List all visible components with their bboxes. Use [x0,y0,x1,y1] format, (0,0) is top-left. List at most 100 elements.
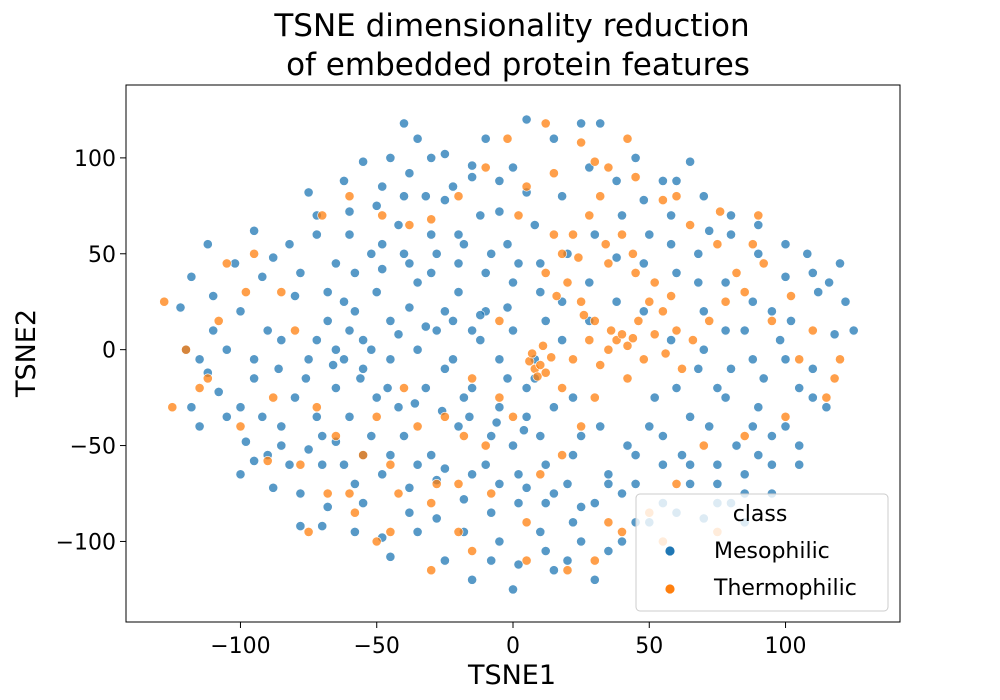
point-mesophilic [589,229,600,240]
point-thermophilic [677,363,687,374]
point-mesophilic [638,258,649,269]
point-thermophilic [688,335,698,345]
point-mesophilic [311,411,322,422]
point-mesophilic [611,296,622,307]
point-mesophilic [658,459,668,470]
point-mesophilic [617,536,627,547]
point-thermophilic [426,565,437,576]
point-thermophilic [521,517,532,528]
point-mesophilic [802,248,813,259]
data-points [159,114,859,595]
point-thermophilic [535,360,546,370]
point-mesophilic [666,210,676,221]
point-thermophilic [617,229,627,240]
point-mesophilic [704,225,715,236]
y-tick-label: 100 [74,147,116,172]
point-thermophilic [480,440,491,451]
point-mesophilic [513,258,524,269]
point-mesophilic [480,459,491,470]
point-mesophilic [404,507,415,518]
point-thermophilic [494,315,505,326]
x-axis-label: TSNE1 [467,660,556,691]
point-thermophilic [393,488,404,499]
point-mesophilic [426,267,437,278]
point-thermophilic [568,229,578,240]
point-thermophilic [649,329,660,340]
point-mesophilic [349,306,360,317]
point-mesophilic [439,306,450,317]
point-mesophilic [775,335,785,345]
point-mesophilic [840,296,851,307]
point-mesophilic [426,152,437,163]
point-mesophilic [508,162,518,173]
point-mesophilic [589,498,600,508]
point-mesophilic [467,383,477,393]
point-thermophilic [453,527,464,537]
point-mesophilic [276,440,287,451]
point-mesophilic [235,306,246,317]
point-mesophilic [535,527,546,537]
point-thermophilic [532,371,543,382]
point-thermophilic [630,172,641,182]
point-mesophilic [276,421,287,432]
point-thermophilic [249,248,259,259]
point-mesophilic [175,302,186,313]
point-thermophilic [821,392,832,403]
point-thermophilic [622,340,633,351]
point-mesophilic [202,239,213,250]
point-mesophilic [358,156,368,167]
point-mesophilic [303,187,314,198]
point-thermophilic [426,214,437,225]
point-thermophilic [494,392,505,403]
point-mesophilic [273,363,284,374]
point-mesophilic [568,392,578,403]
point-thermophilic [349,507,360,518]
point-mesophilic [758,373,769,384]
point-mesophilic [747,354,758,365]
x-tick-label: 50 [635,634,663,659]
point-mesophilic [584,277,595,288]
point-mesophilic [458,239,469,250]
point-thermophilic [303,527,314,537]
point-mesophilic [377,264,388,274]
point-mesophilic [540,315,551,326]
point-thermophilic [549,229,559,240]
point-thermophilic [584,335,595,345]
point-mesophilic [458,494,469,505]
point-mesophilic [649,392,660,403]
point-mesophilic [186,271,197,282]
point-mesophilic [685,459,695,470]
point-mesophilic [813,287,824,297]
point-mesophilic [666,335,676,345]
point-mesophilic [491,417,502,428]
point-mesophilic [290,291,300,301]
point-mesophilic [475,310,486,320]
point-mesophilic [366,431,377,441]
point-thermophilic [603,344,614,355]
point-mesophilic [658,175,668,186]
point-thermophilic [317,210,328,221]
point-mesophilic [508,277,518,288]
point-thermophilic [181,344,191,355]
point-mesophilic [658,431,668,441]
point-thermophilic [649,277,660,288]
point-mesophilic [393,402,404,413]
point-thermophilic [622,373,633,384]
point-mesophilic [344,411,355,422]
point-mesophilic [453,229,464,240]
point-thermophilic [739,287,750,297]
point-mesophilic [513,498,524,508]
point-mesophilic [595,421,606,432]
point-mesophilic [330,258,341,269]
point-mesophilic [557,191,567,202]
point-mesophilic [317,431,328,441]
point-thermophilic [589,156,600,167]
point-mesophilic [576,501,586,512]
point-mesophilic [349,267,360,278]
point-mesophilic [519,425,529,436]
point-mesophilic [453,258,464,269]
point-mesophilic [638,306,649,317]
point-thermophilic [644,296,655,307]
point-mesophilic [339,354,349,365]
point-mesophilic [393,329,404,340]
